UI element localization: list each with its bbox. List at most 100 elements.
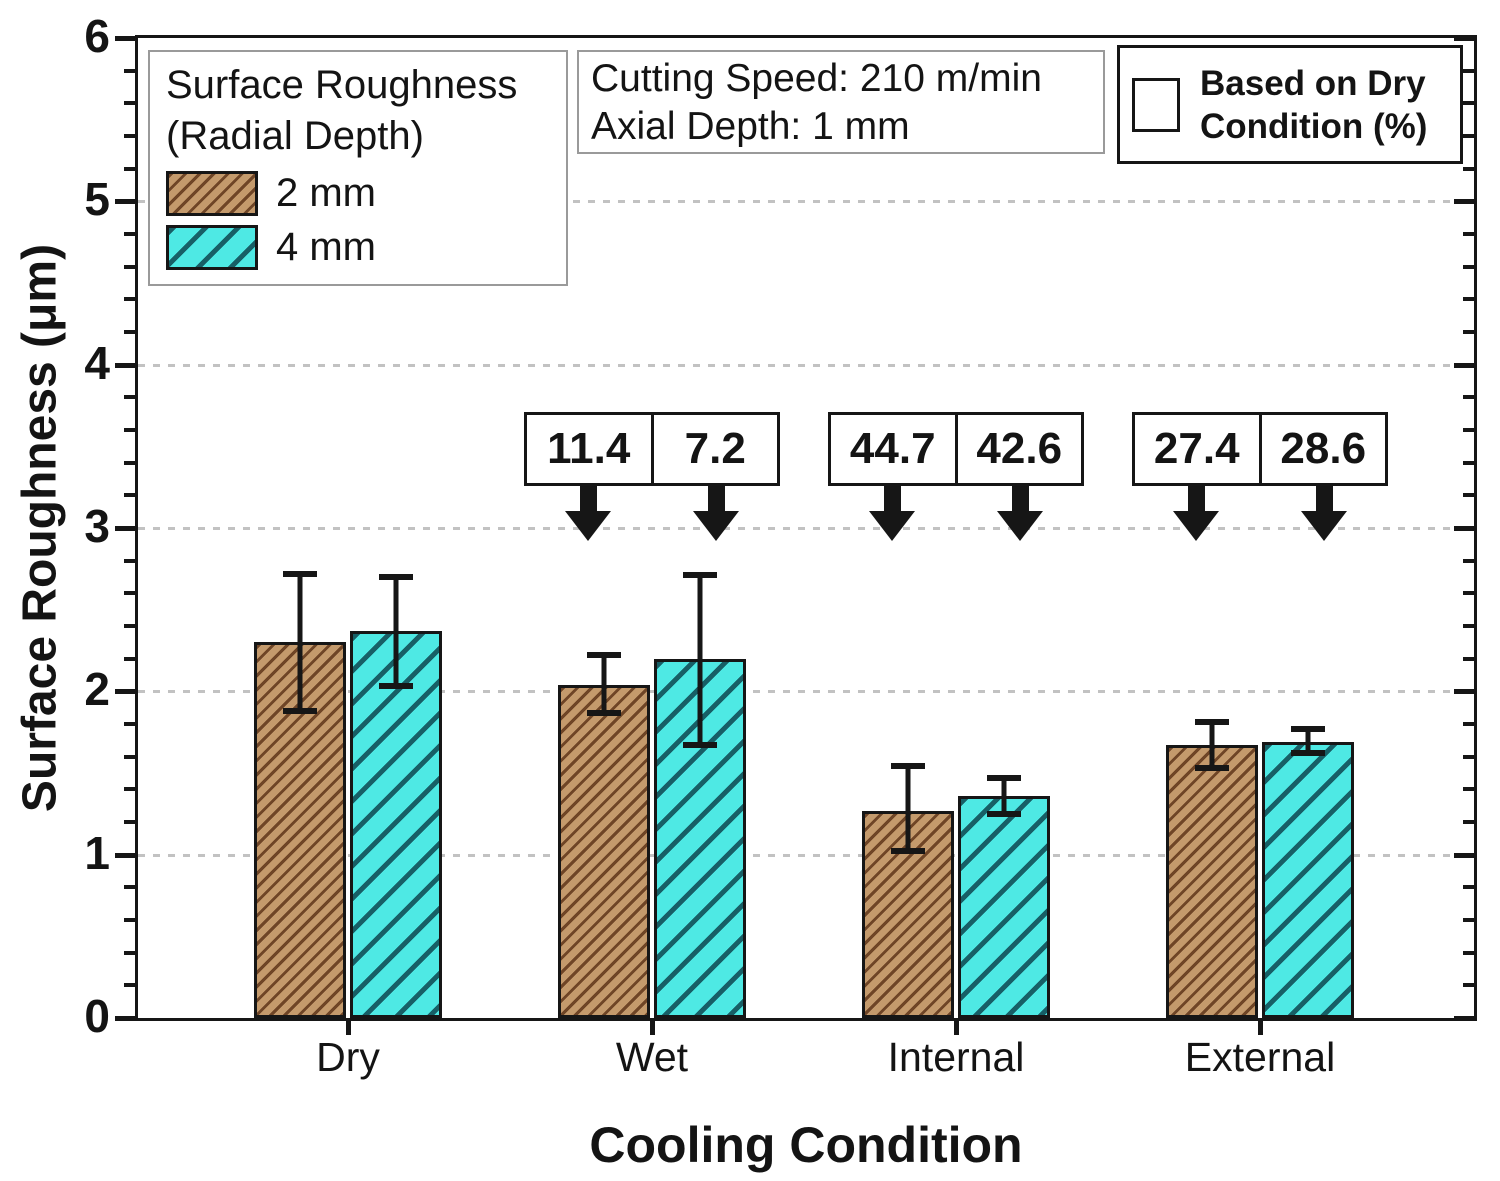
error-shaft <box>393 574 399 690</box>
y-minor-tick-left-8 <box>124 754 135 759</box>
x-category-label-internal: Internal <box>887 1034 1025 1080</box>
error-bar-2mm-external <box>1195 719 1229 772</box>
arrow-shaft <box>883 486 901 511</box>
error-cap-bottom <box>587 709 621 716</box>
legend-title-line1: Surface Roughness <box>166 63 518 107</box>
y-major-tick-right-3 <box>1454 526 1474 531</box>
y-minor-tick-right-24 <box>1463 232 1474 236</box>
error-cap-bottom <box>1195 765 1229 772</box>
y-minor-tick-right-16 <box>1463 493 1474 498</box>
gridline-y4 <box>138 363 1474 367</box>
y-tick-label-6: 6 <box>84 10 110 62</box>
bar-4mm-internal <box>958 795 1050 1018</box>
y-major-tick-left-6 <box>115 36 135 41</box>
legend-item-4mm: 4 mm <box>166 225 550 270</box>
y-minor-tick-right-23 <box>1463 264 1474 269</box>
legend-title-line2: (Radial Depth) <box>166 114 424 158</box>
error-cap-bottom <box>1291 750 1325 757</box>
bar-2mm-external <box>1166 745 1258 1018</box>
y-minor-tick-right-6 <box>1463 820 1474 824</box>
y-minor-tick-left-11 <box>124 656 135 661</box>
y-tick-label-1: 1 <box>84 826 110 879</box>
y-major-tick-left-3 <box>115 526 135 531</box>
reduction-value-wet-4mm: 7.2 <box>650 415 778 483</box>
y-minor-tick-left-16 <box>124 493 135 498</box>
error-bar-4mm-dry <box>379 574 413 690</box>
y-minor-tick-right-4 <box>1463 885 1474 890</box>
arrow-shaft <box>1315 486 1333 511</box>
y-minor-tick-right-3 <box>1463 918 1474 922</box>
y-minor-tick-right-26 <box>1463 166 1474 171</box>
x-category-label-wet: Wet <box>615 1034 689 1080</box>
legend-label-2mm: 2 mm <box>276 171 376 215</box>
arrow-head <box>869 511 915 541</box>
reduction-value-wet-2mm: 11.4 <box>547 424 631 473</box>
y-minor-tick-left-4 <box>124 885 135 890</box>
y-minor-tick-left-13 <box>124 591 135 596</box>
error-cap-bottom <box>891 848 925 855</box>
arrow-shaft <box>579 486 597 511</box>
x-tick-internal <box>954 1018 959 1035</box>
y-minor-tick-left-23 <box>124 264 135 269</box>
reduction-value-internal-4mm: 42.6 <box>954 415 1082 483</box>
gridline-y1 <box>138 853 1474 857</box>
y-major-tick-right-2 <box>1454 689 1474 695</box>
y-tick-label-3: 3 <box>84 500 110 552</box>
reduction-value-internal-2mm: 44.7 <box>849 424 936 473</box>
y-minor-tick-right-8 <box>1463 754 1474 759</box>
y-minor-tick-left-3 <box>124 918 135 922</box>
arrow-head <box>1301 511 1347 541</box>
y-minor-tick-left-29 <box>124 68 135 73</box>
bar-4mm-external <box>1262 741 1354 1018</box>
arrow-head <box>693 511 739 541</box>
empty-square-icon <box>1132 77 1180 132</box>
down-arrow-icon-external-2mm <box>1173 486 1219 541</box>
axial-depth-text: Axial Depth: 1 mm <box>591 105 910 148</box>
y-minor-tick-left-14 <box>124 558 135 563</box>
down-arrow-icon-internal-2mm <box>869 486 915 541</box>
y-minor-tick-right-11 <box>1463 656 1474 661</box>
arrow-shaft <box>1011 486 1029 511</box>
based-on-dry-label: Based on Dry Condition (%) <box>1200 62 1427 148</box>
y-tick-label-4: 4 <box>84 336 110 389</box>
y-minor-tick-right-2 <box>1463 950 1474 955</box>
y-axis-tick-labels: 0 1 2 3 4 5 6 <box>0 10 138 1042</box>
y-minor-tick-left-1 <box>124 983 135 988</box>
x-tick-dry <box>346 1018 351 1035</box>
y-minor-tick-right-27 <box>1463 134 1474 138</box>
error-shaft <box>601 652 607 716</box>
x-category-label-dry: Dry <box>316 1034 380 1080</box>
y-minor-tick-right-1 <box>1463 983 1474 988</box>
y-minor-tick-right-22 <box>1463 297 1474 302</box>
y-minor-tick-right-7 <box>1463 787 1474 792</box>
x-tick-wet <box>650 1018 655 1035</box>
y-major-tick-right-1 <box>1454 852 1474 858</box>
error-shaft <box>1305 725 1311 757</box>
y-minor-tick-left-9 <box>124 722 135 726</box>
reduction-box-wet: 11.4 7.2 <box>524 412 780 486</box>
y-minor-tick-right-18 <box>1463 428 1474 432</box>
y-minor-tick-left-19 <box>124 395 135 400</box>
y-tick-label-0: 0 <box>84 990 110 1042</box>
arrow-head <box>1173 511 1219 541</box>
based-on-dry-line1: Based on Dry <box>1200 63 1426 103</box>
reduction-box-internal: 44.7 42.6 <box>828 412 1084 486</box>
y-major-tick-left-2 <box>115 689 135 695</box>
error-bar-4mm-external <box>1291 725 1325 757</box>
arrow-shaft <box>1187 486 1205 511</box>
error-cap-bottom <box>379 683 413 690</box>
y-major-tick-right-6 <box>1454 36 1474 41</box>
y-tick-label-2: 2 <box>84 663 110 716</box>
y-minor-tick-left-12 <box>124 624 135 628</box>
y-minor-tick-left-2 <box>124 950 135 955</box>
based-on-dry-line2: Condition (%) <box>1200 106 1428 146</box>
y-major-tick-left-0 <box>115 1016 135 1021</box>
y-minor-tick-right-19 <box>1463 395 1474 400</box>
y-minor-tick-left-24 <box>124 232 135 236</box>
y-minor-tick-left-17 <box>124 460 135 465</box>
y-minor-tick-right-12 <box>1463 624 1474 628</box>
error-bar-4mm-internal <box>987 774 1021 817</box>
error-cap-bottom <box>987 810 1021 817</box>
down-arrow-icon-wet-2mm <box>565 486 611 541</box>
down-arrow-icon-wet-4mm <box>693 486 739 541</box>
